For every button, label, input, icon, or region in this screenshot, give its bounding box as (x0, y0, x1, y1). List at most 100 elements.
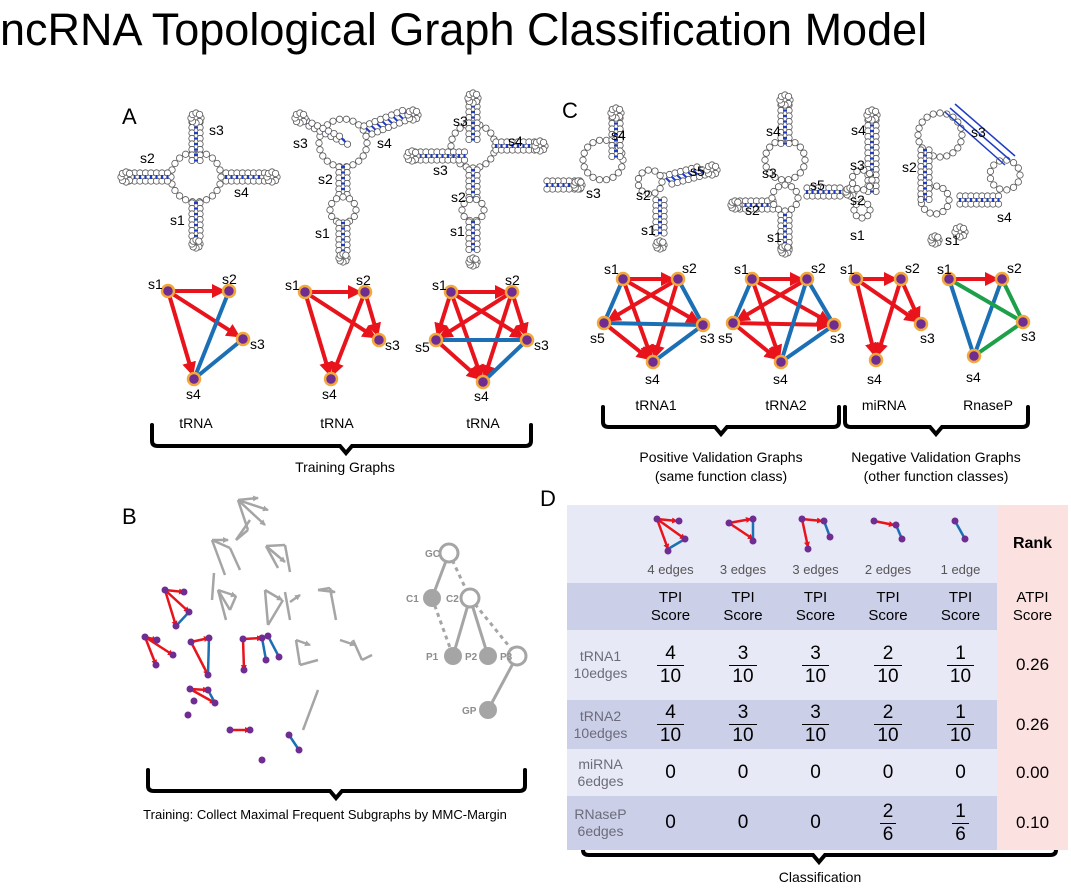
directed-edge (621, 278, 654, 360)
graph-label: tRNA1 (635, 397, 676, 413)
node-label: s3 (1021, 328, 1036, 344)
table-corner-cell (567, 583, 634, 630)
tpi-score-cell: 1 10 (924, 630, 997, 700)
edge-count-caption: 4 edges (647, 562, 694, 577)
node-label: s5 (718, 330, 733, 346)
graph-node (994, 271, 1010, 287)
stem-label: s2 (140, 150, 155, 166)
rna-loop (768, 181, 802, 215)
graph-label: tRNA2 (765, 397, 806, 413)
score-header-row: TPI Score TPI Score TPI Score TPI Score TPI S… (567, 583, 1068, 630)
graph-node (596, 315, 612, 331)
page-title: ncRNA Topological Graph Classification M… (0, 4, 928, 55)
tpi-score-cell: 3 10 (779, 630, 852, 700)
directed-edge (363, 291, 381, 338)
tpi-score-cell: 0 (924, 749, 997, 796)
fragment-node (169, 651, 177, 659)
node-label: s2 (682, 260, 697, 276)
graph-node (615, 271, 631, 287)
graph-node (670, 271, 686, 287)
gray-fragment-edge (294, 639, 302, 666)
subgraph-header: 2 edges (852, 505, 924, 583)
tpi-score-header: TPI Score (852, 583, 924, 630)
tpi-score-cell: 0 (779, 749, 852, 796)
tpi-score-cell: 0 (634, 749, 707, 796)
directed-edge (874, 278, 903, 358)
lattice-node-label: C1 (406, 594, 419, 605)
rna-loop (188, 236, 204, 252)
rna-loop (927, 232, 943, 248)
stem-label: s2 (451, 189, 466, 205)
fragment-node (258, 634, 266, 642)
rna-stem (660, 163, 709, 188)
directed-edge (751, 277, 832, 324)
edge-count-caption: 2 edges (864, 562, 912, 577)
stem-label: s5 (810, 177, 825, 193)
graph-node (744, 271, 760, 287)
positive-validation-sublabel: (same function class) (655, 468, 787, 484)
graph-node (357, 284, 373, 300)
edge-count-caption: 1 edge (940, 562, 981, 577)
tpi-score-header: TPI Score (779, 583, 852, 630)
gray-fragment-arrow (339, 638, 356, 647)
node-label: s2 (356, 272, 371, 288)
gray-fragment-arrow (237, 499, 266, 526)
graph-label: miRNA (862, 397, 907, 413)
node-label: s2 (505, 272, 520, 288)
stem-label: s2 (745, 202, 760, 218)
rna-stem (465, 218, 481, 254)
stem-label: s4 (508, 133, 523, 149)
fragment-node (161, 586, 169, 594)
node-label: s3 (250, 336, 265, 352)
fragment-node (185, 608, 193, 616)
panel-letter-c: C (562, 98, 578, 123)
gray-fragment-arrow (265, 545, 286, 563)
fragment-node (205, 634, 213, 642)
fragment-edge (266, 635, 281, 658)
node-label: s3 (920, 330, 935, 346)
undirected-edge (481, 338, 529, 384)
graph-node (323, 371, 339, 387)
gray-fragment-edge (283, 544, 292, 573)
graph-node (235, 331, 251, 347)
node-label: s2 (905, 260, 920, 276)
stem-label: s1 (850, 227, 865, 243)
stem-label: s1 (641, 222, 656, 238)
graph-node (475, 374, 491, 390)
tpi-score-cell: 3 10 (779, 700, 852, 749)
fraction-numerator: 2 (874, 702, 902, 725)
fragment-node (226, 726, 234, 734)
undirected-edge (603, 321, 704, 327)
gray-fragment-edge (266, 599, 285, 626)
node-label: s3 (385, 337, 400, 353)
rna-loop (187, 109, 205, 127)
graph-node (1015, 314, 1031, 330)
undirected-edge (1000, 278, 1025, 323)
stem-label: s2 (636, 187, 651, 203)
graph-node (826, 317, 842, 333)
fragment-directed-edge (163, 589, 178, 627)
tpi-score-header: TPI Score (707, 583, 779, 630)
node-label: s3 (534, 337, 549, 353)
gray-fragment-arrow (317, 588, 336, 595)
node-label: s1 (734, 261, 749, 277)
undirected-edge (651, 323, 705, 364)
rna-loop (986, 156, 1024, 194)
node-label: s5 (415, 339, 430, 355)
graph-node (799, 271, 815, 287)
subgraph-header: 4 edges (634, 505, 707, 583)
fraction-denominator: 10 (804, 665, 827, 687)
undirected-edge (192, 337, 245, 381)
node-label: s2 (811, 260, 826, 276)
tpi-score-cell: 0 (852, 749, 924, 796)
fragment-node (240, 666, 248, 674)
rna-stem (465, 166, 481, 202)
brace-training (150, 423, 533, 457)
stem-label: s3 (971, 124, 986, 140)
fragment-node (211, 699, 219, 707)
table-row: tRNA1 10edges 4 10 3 10 3 10 2 10 1 10 0.26 (567, 630, 1068, 700)
tpi-score-cell: 3 10 (707, 700, 779, 749)
braces (146, 405, 1058, 866)
stem-label: s5 (690, 163, 705, 179)
directed-edge (750, 278, 783, 360)
